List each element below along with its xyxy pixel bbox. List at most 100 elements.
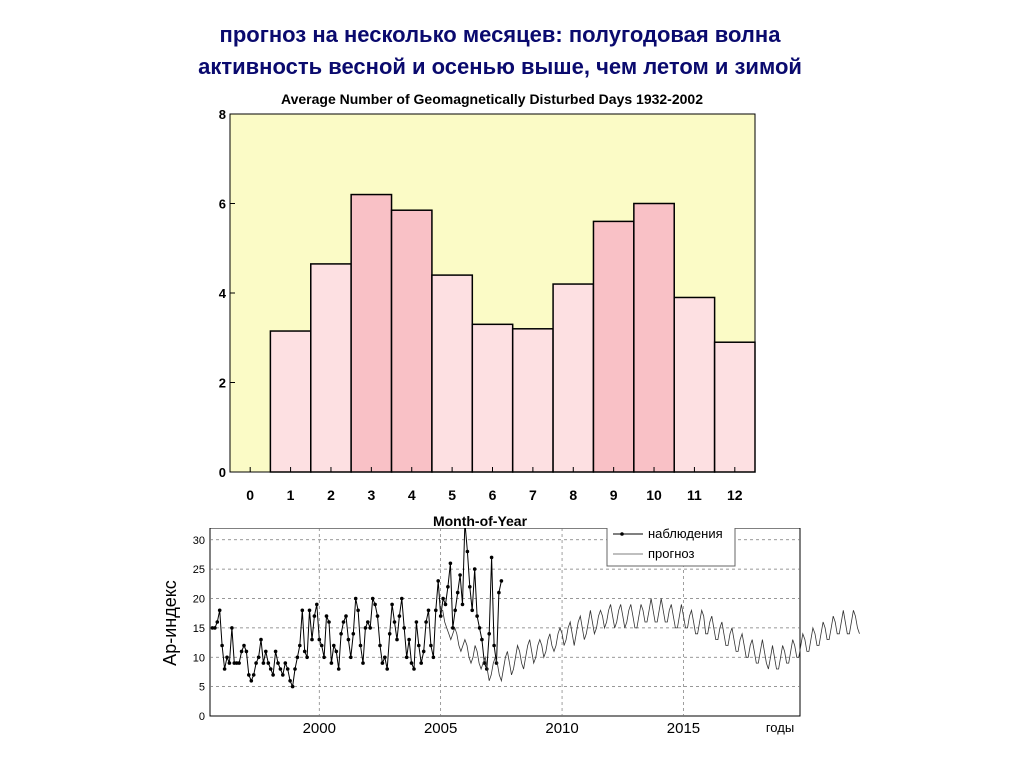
observation-point bbox=[266, 661, 271, 665]
observation-point bbox=[438, 614, 443, 618]
bar-y-tick-label: 6 bbox=[219, 197, 226, 212]
observation-point bbox=[421, 649, 426, 654]
observation-point bbox=[268, 667, 273, 671]
observation-point bbox=[370, 596, 375, 601]
observation-point bbox=[346, 637, 351, 642]
observation-point bbox=[387, 632, 392, 636]
observation-point bbox=[349, 655, 353, 660]
observation-point bbox=[220, 643, 224, 648]
observation-point bbox=[298, 643, 302, 648]
observation-point bbox=[366, 620, 370, 624]
bar-x-tick-label: 7 bbox=[529, 487, 537, 503]
observation-point bbox=[414, 620, 419, 624]
slide-title-line-1: прогноз на несколько месяцев: полугодова… bbox=[219, 22, 781, 47]
observation-point bbox=[472, 567, 477, 571]
observation-point bbox=[443, 602, 448, 607]
line-chart-ylabel: Ap-индекс bbox=[160, 580, 180, 666]
observation-point bbox=[402, 626, 407, 630]
line-y-tick-label: 15 bbox=[193, 623, 205, 635]
observation-point bbox=[215, 620, 220, 624]
bar-x-tick-label: 6 bbox=[489, 487, 497, 503]
observation-point bbox=[395, 637, 399, 642]
bar-y-tick-label: 0 bbox=[219, 465, 226, 480]
observation-point bbox=[242, 643, 246, 648]
observation-point bbox=[460, 602, 465, 607]
line-y-tick-label: 10 bbox=[193, 652, 205, 664]
observation-point bbox=[419, 661, 424, 665]
observation-point bbox=[341, 620, 346, 624]
observation-point bbox=[261, 661, 266, 665]
observation-point bbox=[307, 608, 312, 613]
observation-point bbox=[356, 608, 360, 613]
observation-point bbox=[400, 596, 404, 601]
slide-title-line-2: активность весной и осенью выше, чем лет… bbox=[198, 54, 802, 79]
observation-point bbox=[290, 684, 295, 689]
observation-point bbox=[489, 555, 494, 560]
observation-point bbox=[230, 626, 234, 630]
observation-point bbox=[407, 637, 411, 642]
observation-point bbox=[327, 620, 331, 624]
observation-point bbox=[271, 673, 275, 677]
observation-point bbox=[375, 614, 380, 618]
observation-point bbox=[404, 655, 409, 660]
observation-point bbox=[458, 573, 462, 577]
observation-point bbox=[249, 679, 254, 683]
observation-point bbox=[487, 632, 492, 636]
legend-marker-observations-dot bbox=[620, 532, 624, 536]
observation-point bbox=[324, 614, 329, 618]
observation-point bbox=[225, 655, 229, 660]
observation-point bbox=[322, 655, 326, 660]
line-y-tick-label: 25 bbox=[193, 564, 205, 576]
observation-point bbox=[217, 608, 222, 613]
observation-point bbox=[353, 596, 358, 601]
observation-point bbox=[446, 585, 450, 589]
bar-month-11 bbox=[673, 296, 716, 473]
observation-point bbox=[312, 614, 317, 618]
observation-point bbox=[397, 614, 402, 618]
observation-point bbox=[426, 608, 431, 613]
bar-month-9 bbox=[592, 220, 635, 473]
line-y-tick-label: 20 bbox=[193, 594, 205, 606]
observation-point bbox=[334, 649, 339, 654]
legend: наблюдения прогноз bbox=[606, 528, 736, 567]
observation-point bbox=[390, 602, 394, 607]
observation-point bbox=[288, 679, 292, 683]
observation-point bbox=[448, 561, 453, 566]
observation-point bbox=[385, 667, 390, 671]
observation-point bbox=[453, 608, 458, 613]
observation-point bbox=[264, 649, 268, 654]
observation-point bbox=[436, 579, 441, 583]
observation-point bbox=[441, 596, 445, 601]
observation-point bbox=[380, 661, 385, 665]
observation-point bbox=[251, 673, 256, 677]
bar-month-2 bbox=[310, 263, 352, 473]
bar-x-tick-label: 1 bbox=[287, 487, 295, 503]
observation-point bbox=[300, 608, 305, 613]
observation-point bbox=[302, 649, 307, 654]
observation-point bbox=[417, 643, 421, 648]
observation-point bbox=[259, 637, 263, 642]
bar-month-4 bbox=[390, 209, 433, 473]
observation-point bbox=[210, 626, 215, 630]
observation-point bbox=[477, 626, 482, 630]
observation-point bbox=[227, 661, 232, 665]
series-line-observations bbox=[212, 528, 502, 689]
line-x-tick-label: 2005 bbox=[424, 720, 457, 737]
observation-point bbox=[256, 655, 261, 660]
observation-point bbox=[293, 667, 297, 671]
observation-point bbox=[424, 620, 428, 624]
observation-point bbox=[455, 590, 460, 595]
observation-point bbox=[470, 608, 475, 613]
bar-month-12 bbox=[713, 341, 756, 473]
observation-point bbox=[276, 661, 280, 665]
bar-month-10 bbox=[633, 202, 675, 473]
bar-month-7 bbox=[511, 328, 554, 473]
bar-chart-xlabel: Month-of-Year bbox=[433, 513, 528, 529]
line-x-tick-label: 2000 bbox=[303, 720, 336, 737]
observation-point bbox=[373, 602, 377, 607]
observation-point bbox=[358, 643, 363, 648]
observation-point bbox=[310, 637, 314, 642]
bar-chart: Average Number of Geomagnetically Distur… bbox=[219, 91, 756, 529]
observation-point bbox=[451, 626, 455, 630]
observation-point bbox=[412, 667, 416, 671]
